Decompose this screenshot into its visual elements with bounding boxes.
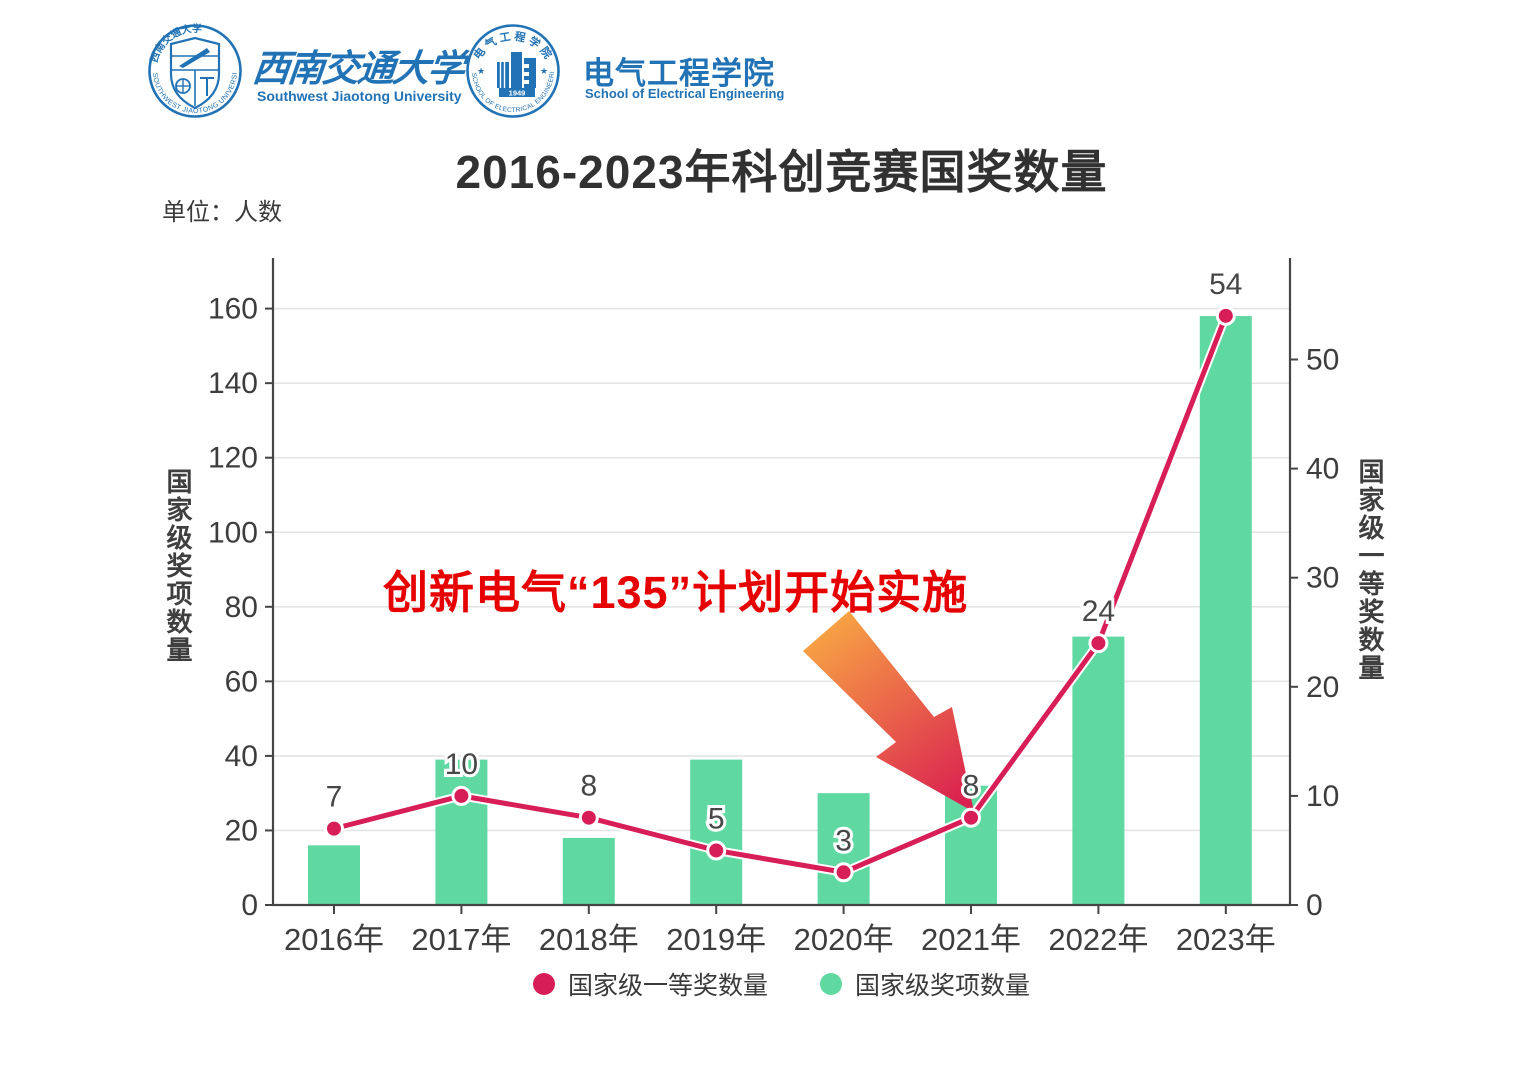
- star-icon-right: ★: [540, 66, 548, 76]
- university-name-en: Southwest Jiaotong University: [257, 88, 462, 104]
- bar-2018年: [562, 837, 615, 905]
- school-name-zh: 电气工程学院: [583, 56, 775, 91]
- x-tick-label: 2019年: [666, 922, 766, 957]
- pickaxe-icon: [179, 48, 210, 68]
- right-tick-label: 20: [1306, 671, 1339, 704]
- school-name-en: School of Electrical Engineering: [585, 86, 785, 101]
- bar-2016年: [308, 845, 360, 905]
- annotation-arrow-icon: [803, 611, 974, 812]
- data-label: 8: [580, 770, 597, 803]
- data-label: 5: [708, 802, 725, 835]
- bar-2023年: [1199, 316, 1252, 905]
- legend-item-first-prize[interactable]: 国家级一等奖数量: [532, 966, 768, 1002]
- x-tick-label: 2017年: [411, 922, 511, 957]
- buildings-icon: [497, 52, 536, 88]
- right-tick-label: 10: [1306, 780, 1339, 813]
- bar-2022年: [1072, 636, 1125, 905]
- data-point-2021年: [961, 807, 981, 828]
- right-tick-label: 0: [1306, 889, 1323, 922]
- legend-label-national-awards: 国家级奖项数量: [855, 972, 1031, 1000]
- left-tick-label: 100: [208, 516, 258, 549]
- data-label: 3: [835, 824, 852, 857]
- x-tick-label: 2018年: [539, 922, 639, 957]
- bar-2019年: [690, 759, 743, 905]
- star-icon-left: ★: [477, 66, 485, 76]
- data-point-2017年: [451, 785, 472, 806]
- chart-legend: 国家级一等奖数量 国家级奖项数量: [273, 966, 1290, 1002]
- legend-dot-national-awards-icon: [820, 973, 842, 995]
- data-label: 54: [1209, 268, 1242, 301]
- left-tick-label: 60: [225, 665, 258, 698]
- year-banner: [499, 88, 535, 97]
- left-tick-label: 160: [208, 293, 258, 326]
- left-tick-label: 0: [241, 889, 258, 922]
- legend-label-first-prize: 国家级一等奖数量: [567, 972, 768, 1000]
- x-tick-label: 2016年: [284, 922, 384, 957]
- bar-2020年: [817, 793, 870, 905]
- legend-item-national-awards[interactable]: 国家级奖项数量: [820, 966, 1030, 1002]
- left-tick-label: 20: [225, 814, 258, 847]
- data-point-2016年: [324, 818, 344, 839]
- right-tick-label: 40: [1306, 453, 1339, 486]
- data-point-2018年: [578, 807, 599, 828]
- left-tick-label: 140: [208, 367, 258, 400]
- left-tick-label: 120: [208, 442, 258, 475]
- seal-year: 1949: [509, 89, 526, 98]
- x-tick-label: 2021年: [921, 922, 1021, 957]
- right-tick-label: 30: [1306, 562, 1339, 595]
- unit-label: 单位：人数: [162, 199, 282, 226]
- data-label: 10: [445, 748, 478, 781]
- data-point-2019年: [706, 840, 727, 861]
- data-point-2023年: [1215, 305, 1236, 326]
- left-tick-label: 40: [225, 740, 258, 773]
- page-title: 2016-2023年科创竞赛国奖数量: [455, 146, 1108, 198]
- bar-2017年: [435, 759, 488, 905]
- legend-dot-first-prize-icon: [532, 973, 555, 995]
- data-label: 24: [1082, 595, 1115, 628]
- data-label: 8: [963, 770, 980, 803]
- left-axis-title: 国家级奖项数量: [163, 468, 193, 664]
- x-tick-label: 2023年: [1176, 922, 1276, 957]
- first-prize-line: [331, 313, 1229, 875]
- data-label: 7: [326, 781, 343, 814]
- x-tick-label: 2022年: [1048, 922, 1148, 957]
- x-tick-label: 2020年: [794, 922, 894, 957]
- right-tick-label: 50: [1306, 344, 1339, 377]
- annotation-text: 创新电气“135”计划开始实施: [383, 567, 969, 618]
- left-tick-label: 80: [225, 591, 258, 624]
- data-point-2020年: [833, 862, 854, 883]
- data-point-2022年: [1088, 633, 1109, 654]
- right-axis-title: 国家级一等奖数量: [1355, 458, 1385, 682]
